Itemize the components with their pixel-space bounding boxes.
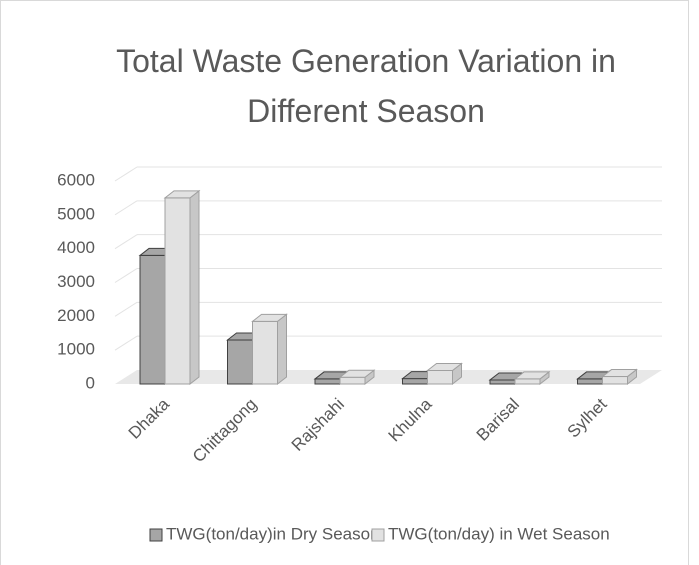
bar (427, 369, 453, 385)
bar-top (251, 313, 288, 322)
bar-top (426, 362, 463, 371)
bar (314, 378, 341, 385)
bar (602, 376, 628, 385)
bar (402, 378, 428, 385)
x-tick-label: Barisal (473, 395, 523, 445)
bar-side (277, 313, 287, 386)
bar (139, 254, 166, 385)
bar-top (601, 369, 638, 378)
y-tick-label: 1000 (57, 340, 95, 359)
bar-side (189, 189, 200, 386)
chart-title: Total Waste Generation Variation in Diff… (116, 43, 616, 129)
x-tick-label: Chittagong (189, 395, 261, 467)
grid-line (114, 301, 138, 317)
bar-top (163, 190, 201, 199)
x-tick-label: Khulna (385, 394, 436, 445)
grid-line (114, 200, 138, 216)
bar (252, 320, 278, 385)
bar (227, 339, 253, 385)
x-tick-label: Rajshahi (288, 395, 348, 455)
legend-swatch (149, 528, 163, 542)
bar (164, 197, 191, 385)
legend-label: TWG(ton/day) in Wet Season (388, 524, 610, 543)
grid-line (114, 166, 138, 182)
grid-line (114, 335, 138, 351)
bar-top (513, 371, 551, 380)
legend-label: TWG(ton/day)in Dry Season (166, 524, 380, 543)
x-tick-label: Dhaka (125, 394, 174, 443)
bar (489, 379, 516, 385)
bar-top (338, 369, 376, 378)
y-tick-label: 6000 (57, 170, 95, 189)
grid-line (114, 234, 138, 250)
x-tick-label: Sylhet (564, 394, 611, 441)
y-tick-label: 2000 (57, 306, 95, 325)
y-tick-label: 4000 (57, 238, 95, 257)
y-tick-label: 5000 (57, 204, 95, 223)
legend-swatch (371, 528, 385, 542)
y-tick-label: 3000 (57, 272, 95, 291)
bar (339, 376, 366, 385)
y-tick-label: 0 (86, 373, 95, 392)
bar (514, 378, 541, 385)
grid-line (114, 268, 138, 283)
bar (577, 378, 603, 385)
